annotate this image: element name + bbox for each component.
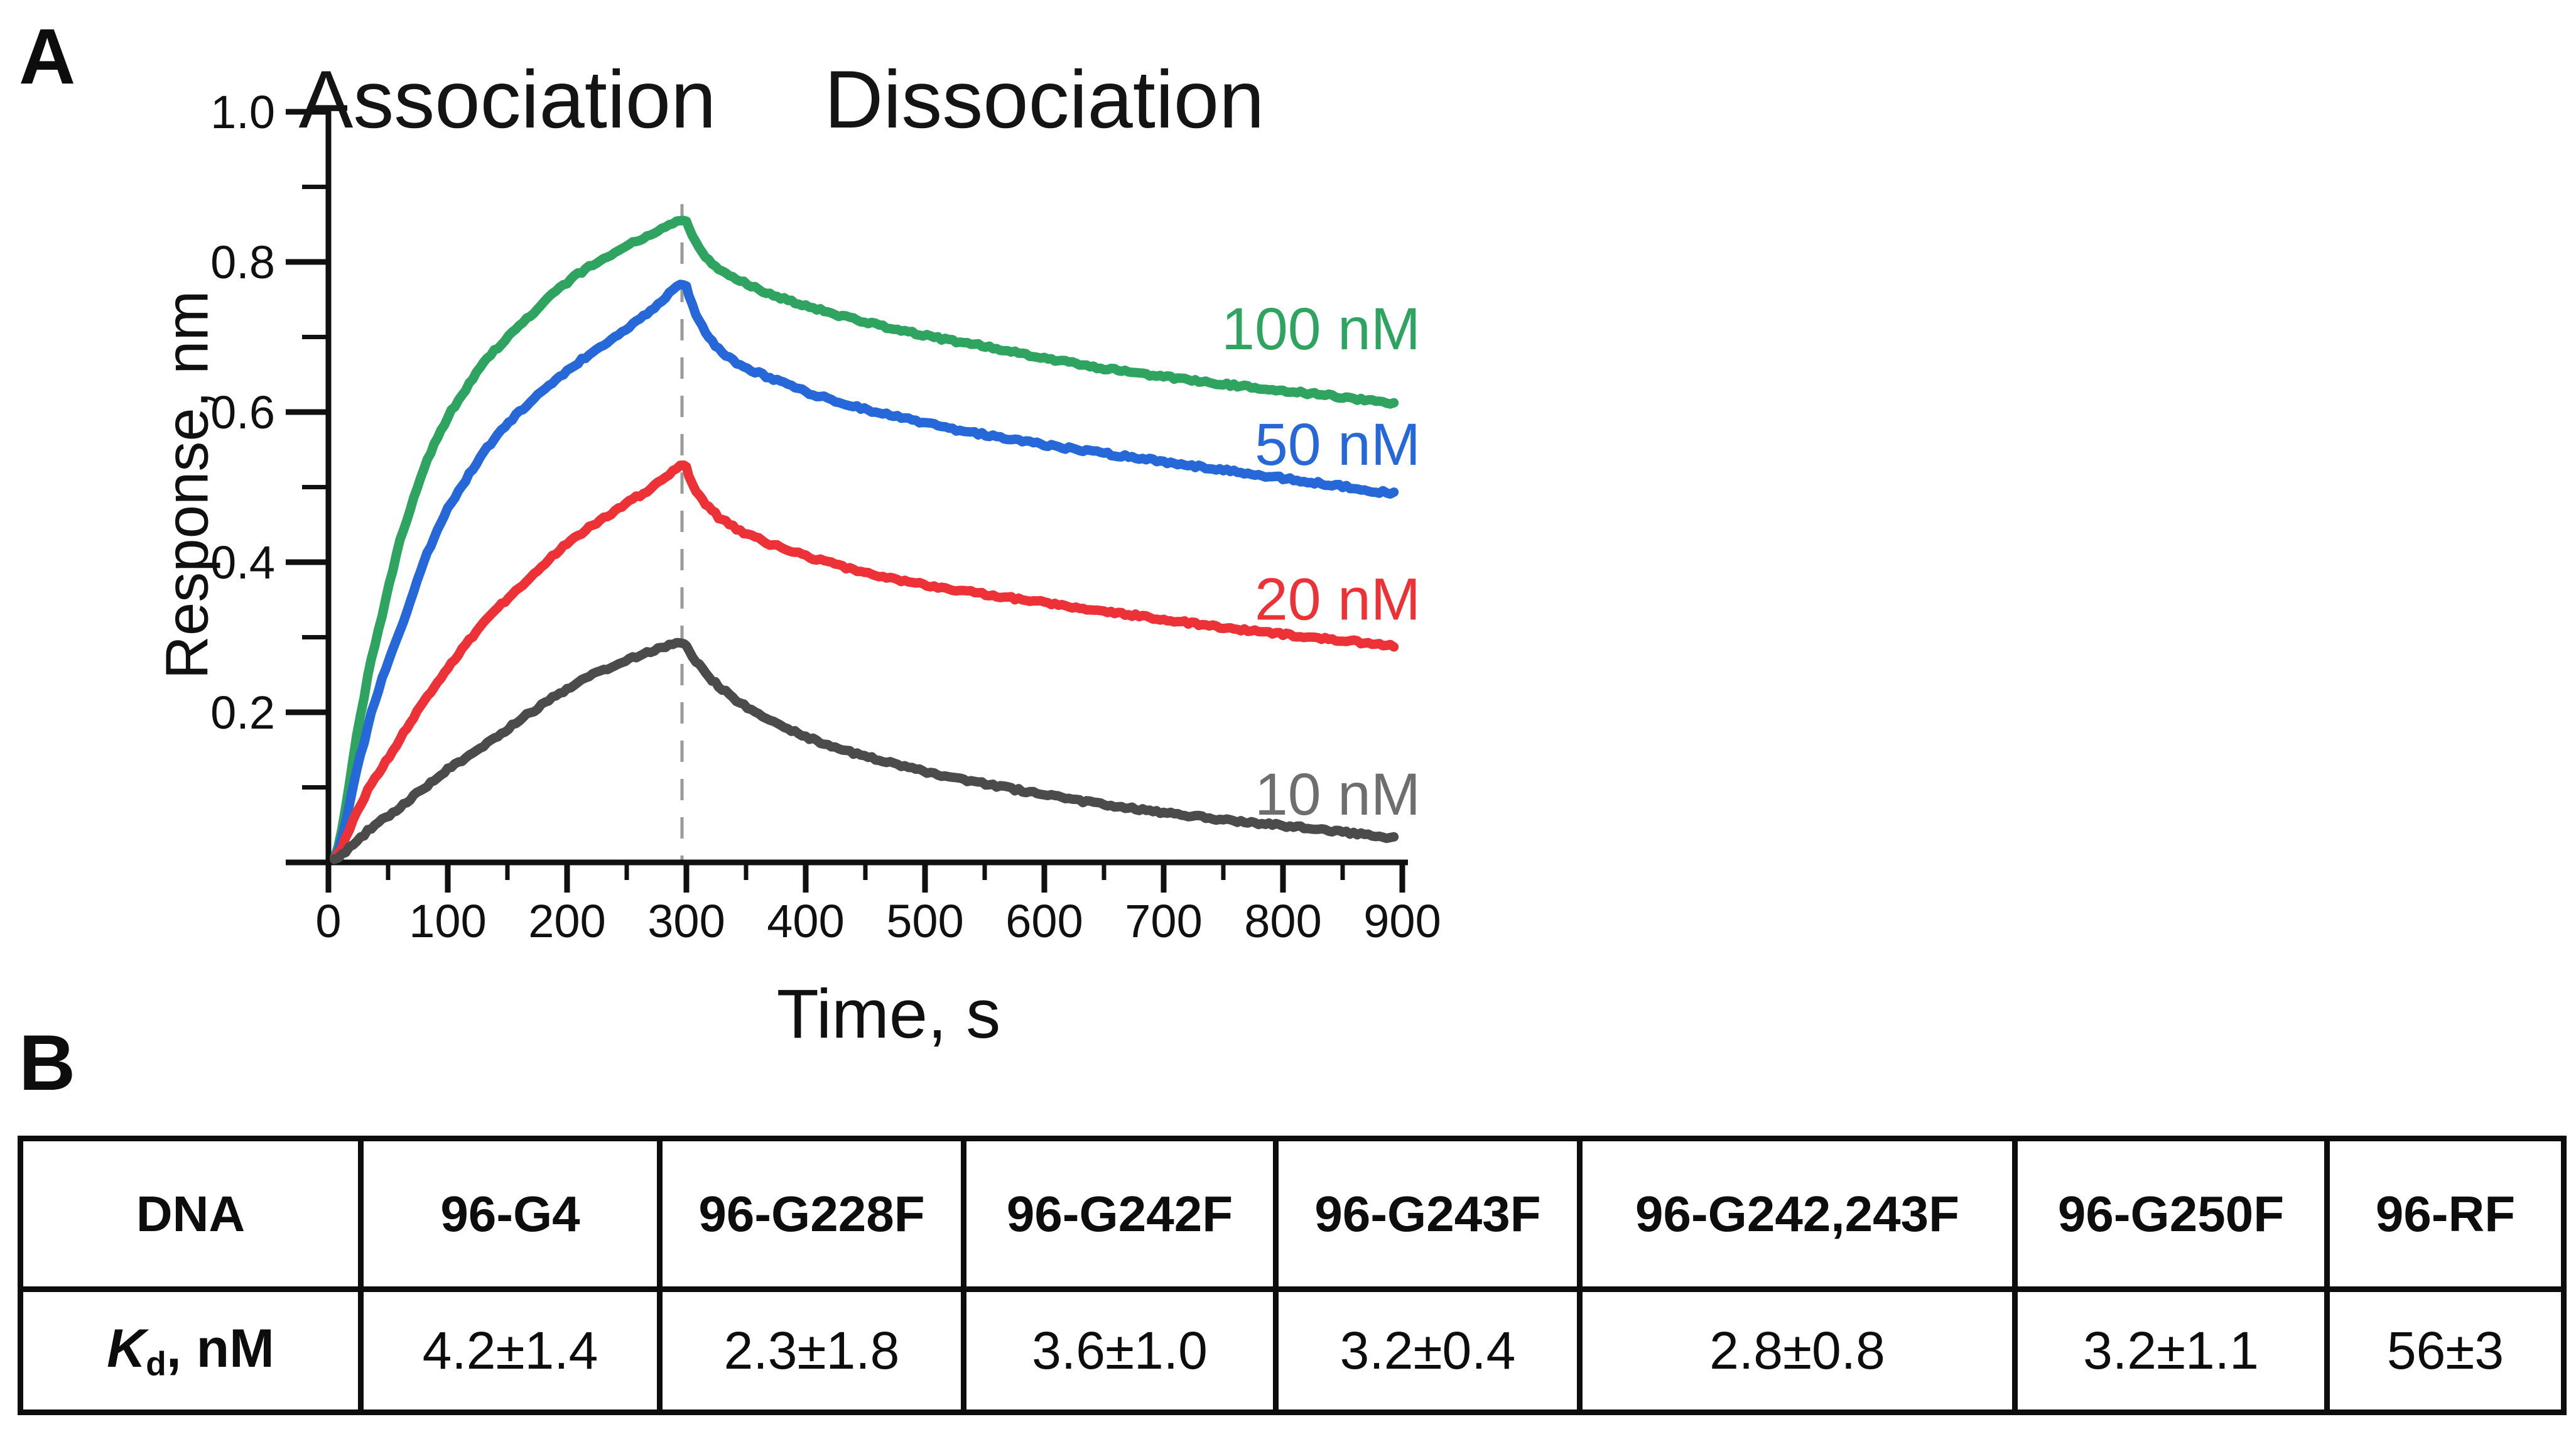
series-curve-50-nm (330, 280, 1399, 864)
panel-b-label: B (19, 1019, 76, 1107)
x-axis-tick-label: 300 (647, 895, 725, 947)
kd-value-cell: 3.2±0.4 (1273, 1286, 1583, 1415)
kd-value-cell: 4.2±1.4 (358, 1286, 663, 1415)
y-axis-tick-label: 1.0 (210, 86, 275, 138)
sensorgram-chart: 1.0 0.8 0.6 0.4 0.2 0 100 200 300 400 500 600 700 800… (154, 53, 1441, 1053)
table-header-cell: 96-RF (2324, 1136, 2567, 1292)
series-curve-100-nm (330, 215, 1399, 863)
y-axis-tick-label: 0.4 (210, 536, 275, 589)
kd-row-label: Kd, nM (18, 1286, 364, 1415)
x-axis-tick-label: 800 (1244, 895, 1321, 947)
x-axis-tick-label: 200 (528, 895, 605, 947)
kd-value-cell: 2.3±1.8 (657, 1286, 966, 1415)
x-axis-title: Time, s (777, 975, 1000, 1053)
x-axis-tick-label: 600 (1005, 895, 1083, 947)
table-header-cell: 96-G242F (961, 1136, 1279, 1292)
kd-table-container: DNA 96-G4 96-G228F 96-G242F 96-G243F 96-G242,… (18, 1136, 2567, 1415)
y-axis-tick-label: 0.2 (210, 687, 275, 739)
series-label-10-nm: 10 nM (1255, 761, 1421, 828)
x-axis-tick-label: 700 (1125, 895, 1202, 947)
table-header-cell: 96-G250F (2012, 1136, 2330, 1292)
kd-value-cell: 2.8±0.8 (1577, 1286, 2018, 1415)
series-label-20-nm: 20 nM (1255, 566, 1421, 633)
y-axis-title: Response, nm (154, 291, 221, 680)
x-axis-tick-label: 0 (315, 895, 341, 947)
kd-table: DNA 96-G4 96-G228F 96-G242F 96-G243F 96-G242,… (18, 1136, 2567, 1415)
x-axis-tick-label: 500 (886, 895, 963, 947)
y-axis-tick-label: 0.8 (210, 236, 275, 288)
table-value-row: Kd, nM 4.2±1.4 2.3±1.8 3.6±1.0 3.2±0.4 2.8±0.… (18, 1286, 2567, 1415)
table-header-row: DNA 96-G4 96-G228F 96-G242F 96-G243F 96-G242,… (18, 1136, 2567, 1292)
series-curve-10-nm (330, 638, 1399, 864)
table-header-cell: 96-G243F (1273, 1136, 1583, 1292)
table-header-cell: 96-G242,243F (1577, 1136, 2018, 1292)
kd-value-cell: 56±3 (2324, 1286, 2567, 1415)
panel-a-label: A (19, 13, 76, 100)
series-label-50-nm: 50 nM (1255, 411, 1421, 478)
phase-label-dissociation: Dissociation (825, 53, 1265, 145)
table-header-cell: 96-G4 (358, 1136, 663, 1292)
series-label-100-nm: 100 nM (1221, 296, 1421, 362)
kd-value-cell: 3.6±1.0 (961, 1286, 1279, 1415)
phase-label-association: Association (299, 53, 717, 145)
series-curve-20-nm (330, 460, 1399, 864)
kd-value-cell: 3.2±1.1 (2012, 1286, 2330, 1415)
table-corner-header-dna: DNA (18, 1136, 364, 1292)
x-axis-tick-label: 100 (409, 895, 486, 947)
x-axis-tick-label: 900 (1363, 895, 1441, 947)
y-axis-tick-label: 0.6 (210, 386, 275, 438)
table-header-cell: 96-G228F (657, 1136, 966, 1292)
x-axis-tick-label: 400 (767, 895, 844, 947)
